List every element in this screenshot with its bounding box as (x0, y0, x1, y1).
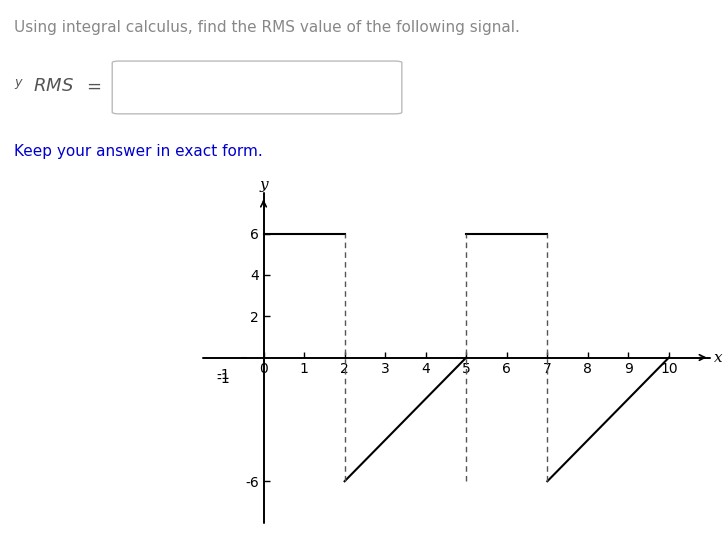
Text: $=$: $=$ (83, 77, 102, 95)
Text: $RMS$: $RMS$ (33, 77, 73, 95)
FancyBboxPatch shape (112, 61, 402, 114)
Text: $^y\!$: $^y\!$ (14, 77, 25, 95)
Text: –: – (240, 350, 247, 365)
Text: Using integral calculus, find the RMS value of the following signal.: Using integral calculus, find the RMS va… (14, 20, 521, 35)
Text: x: x (714, 350, 723, 365)
Text: -1: -1 (216, 372, 230, 386)
Text: Keep your answer in exact form.: Keep your answer in exact form. (14, 144, 264, 159)
Text: -1: -1 (216, 368, 230, 382)
Text: y: y (259, 179, 268, 192)
